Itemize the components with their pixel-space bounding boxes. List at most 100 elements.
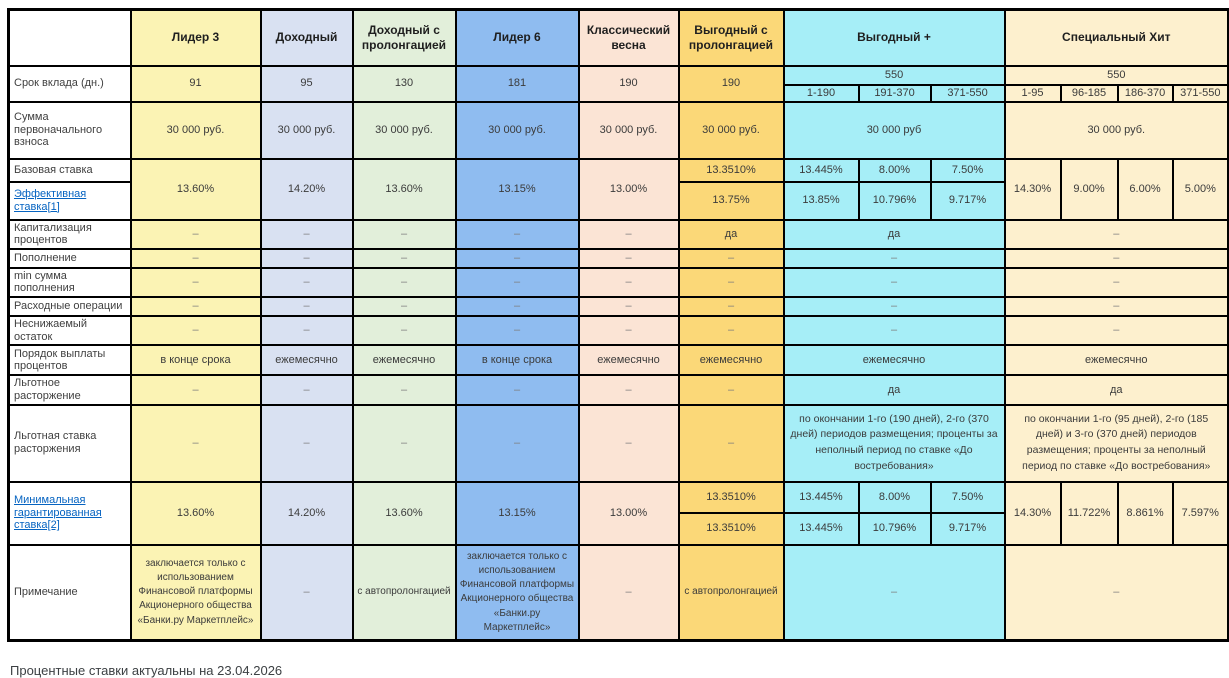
cell: 9.00%: [1059, 157, 1119, 221]
cell: –: [259, 403, 354, 483]
cell: –: [129, 315, 262, 347]
cell: –: [1003, 266, 1229, 299]
cell: –: [577, 543, 680, 642]
cell: –: [782, 543, 1006, 642]
cell: –: [782, 247, 1006, 269]
cell: 7.597%: [1171, 480, 1229, 546]
cell: –: [677, 374, 785, 406]
cell: с автопролонгацией: [677, 543, 785, 642]
cell-period: 371-550: [929, 83, 1006, 103]
cell-term-total-plus: 550: [782, 64, 1006, 86]
col-header-dohodny-prolong: Доходный с пролонгацией: [351, 8, 457, 67]
cell: 7.50%: [929, 480, 1006, 514]
cell: ежемесячно: [577, 344, 680, 377]
row-base-rate: Базовая ставка 13.60% 14.20% 13.60% 13.1…: [7, 157, 1229, 221]
row-min-balance: Неснижаемый остаток – – – – – – – –: [7, 315, 1229, 347]
cell-termination-rate-plus: по окончании 1-го (190 дней), 2-го (370 …: [782, 403, 1006, 483]
cell: 10.796%: [857, 511, 932, 546]
cell: –: [129, 247, 262, 269]
row-label-term: Срок вклада (дн.): [7, 64, 132, 103]
cell: 30 000 руб.: [259, 100, 354, 160]
row-label-termination-rate: Льготная ставка расторжения: [7, 403, 132, 483]
min-guaranteed-rate-link[interactable]: Минимальная гарантированная ставка[2]: [14, 494, 102, 532]
cell: 13.445%: [782, 480, 860, 514]
row-term-periods: 1-190 191-370 371-550 1-95 96-185 186-37…: [9, 83, 1229, 103]
cell: 14.20%: [259, 480, 354, 546]
cell: 13.445%: [782, 157, 860, 183]
cell: –: [129, 374, 262, 406]
effective-rate-link[interactable]: Эффективная ставка[1]: [14, 187, 87, 213]
cell: 13.445%: [782, 511, 860, 546]
row-label-early-termination: Льготное расторжение: [7, 374, 132, 406]
col-header-specialny-hit: Специальный Хит: [1003, 8, 1229, 67]
row-payout-order: Порядок выплаты процентов в конце срока …: [7, 344, 1229, 377]
cell: 190: [677, 64, 785, 103]
row-label-initial-deposit: Сумма первоначального взноса: [7, 100, 132, 160]
cell: –: [677, 403, 785, 483]
cell: 13.00%: [577, 480, 680, 546]
cell: 5.00%: [1171, 157, 1229, 221]
cell: с автопролонгацией: [351, 543, 457, 642]
cell: –: [454, 296, 580, 318]
row-label-note: Примечание: [7, 543, 132, 642]
cell-period: 96-185: [1059, 83, 1119, 103]
row-term: Срок вклада (дн.) 91 95 130 181 190 190 …: [7, 64, 1229, 103]
cell: да: [782, 374, 1006, 406]
cell: 91: [129, 64, 262, 103]
cell: –: [259, 266, 354, 299]
cell: 9.717%: [929, 180, 1006, 221]
cell: 13.85%: [782, 180, 860, 221]
row-early-termination: Льготное расторжение – – – – – – да да: [7, 374, 1229, 406]
cell: –: [1003, 218, 1229, 250]
row-label-expense-operations: Расходные операции: [7, 296, 132, 318]
cell-termination-rate-hit: по окончании 1-го (95 дней), 2-го (185 д…: [1003, 403, 1229, 483]
row-replenishment: Пополнение – – – – – – – –: [7, 247, 1229, 269]
cell-period: 191-370: [857, 83, 932, 103]
cell: –: [259, 247, 354, 269]
deposit-comparison-table: Лидер 3 Доходный Доходный с пролонгацией…: [7, 8, 1229, 643]
cell: –: [677, 266, 785, 299]
header-row: Лидер 3 Доходный Доходный с пролонгацией…: [7, 8, 1229, 67]
cell: –: [1003, 296, 1229, 318]
corner-cell: [7, 8, 132, 67]
col-header-lider6: Лидер 6: [454, 8, 580, 67]
cell-period: 1-95: [1003, 83, 1062, 103]
cell: да: [677, 218, 785, 250]
cell: 13.60%: [351, 480, 457, 546]
cell: –: [577, 247, 680, 269]
cell: ежемесячно: [782, 344, 1006, 377]
cell: –: [577, 296, 680, 318]
row-label-base-rate: Базовая ставка: [7, 157, 132, 183]
cell: –: [129, 403, 262, 483]
cell: 8.00%: [857, 480, 932, 514]
cell: в конце срока: [454, 344, 580, 377]
cell: –: [351, 296, 457, 318]
cell: 30 000 руб.: [454, 100, 580, 160]
col-header-lider3: Лидер 3: [129, 8, 262, 67]
cell: 13.60%: [129, 480, 262, 546]
cell: 13.3510%: [677, 157, 785, 183]
cell: 11.722%: [1059, 480, 1119, 546]
cell: –: [577, 315, 680, 347]
col-header-dohodny: Доходный: [259, 8, 354, 67]
row-min-replenishment: min сумма пополнения – – – – – – – –: [7, 266, 1229, 299]
cell: –: [351, 374, 457, 406]
row-effective-rate: Эффективная ставка[1] 13.75% 13.85% 10.7…: [7, 180, 1229, 221]
cell-term-total-hit: 550: [1003, 64, 1229, 86]
cell: –: [129, 296, 262, 318]
cell: –: [259, 315, 354, 347]
cell: –: [351, 247, 457, 269]
cell-note-lider6: заключается только с использованием Фина…: [454, 543, 580, 642]
cell: –: [454, 403, 580, 483]
cell: 95: [259, 64, 354, 103]
row-label-min-balance: Неснижаемый остаток: [7, 315, 132, 347]
cell-period: 186-370: [1116, 83, 1174, 103]
cell: –: [1003, 315, 1229, 347]
cell: –: [454, 266, 580, 299]
cell: –: [677, 247, 785, 269]
cell: 30 000 руб.: [577, 100, 680, 160]
cell: 30 000 руб.: [129, 100, 262, 160]
cell: –: [351, 218, 457, 250]
row-label-capitalization: Капитализация процентов: [7, 218, 132, 250]
cell: –: [577, 403, 680, 483]
